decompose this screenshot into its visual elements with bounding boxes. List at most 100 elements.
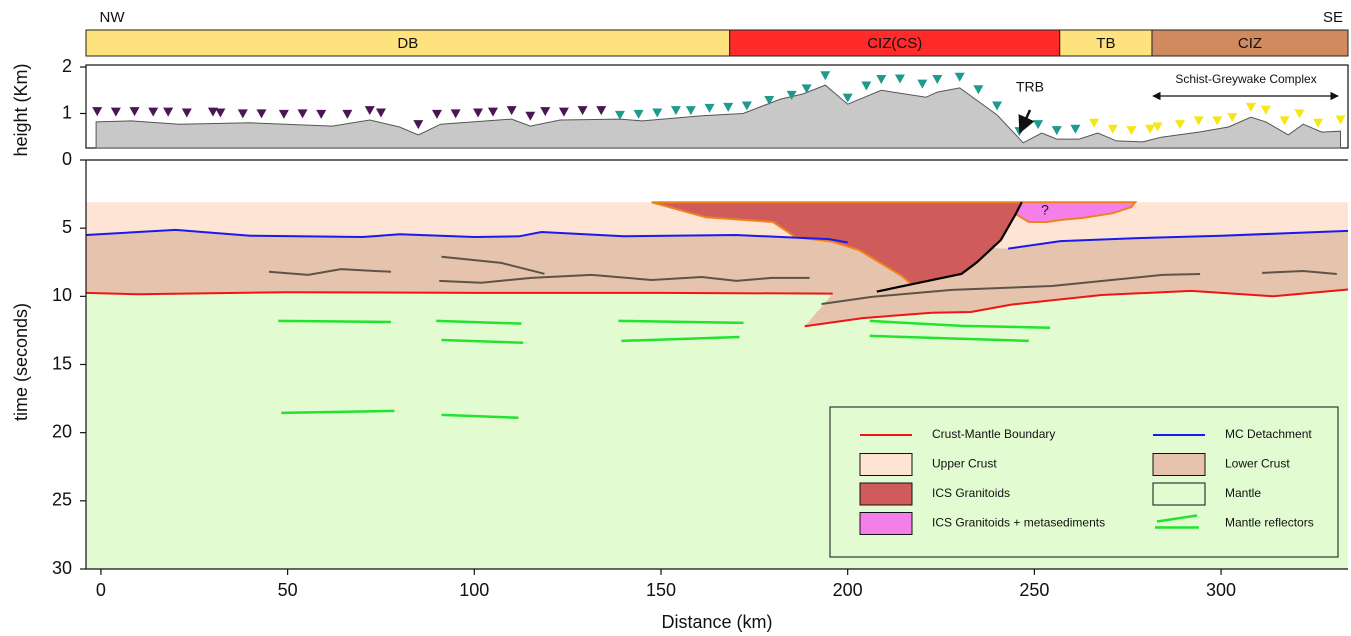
crust-reflector [268,268,392,276]
station [1126,126,1137,136]
section-y-label: time (seconds) [11,303,31,421]
x-tick-label: 150 [646,580,676,600]
section-tick-label: 15 [52,353,72,373]
mantle-reflector [621,335,740,343]
station [685,106,696,116]
station [786,90,797,100]
station [894,74,905,84]
mantle-reflector [869,319,1051,329]
legend-swatch [859,512,913,535]
station [297,109,308,119]
se-label: SE [1323,9,1343,26]
legend-label: Upper Crust [932,457,997,471]
crust-reflector [439,273,810,284]
station [801,84,812,94]
station [764,95,775,105]
station [861,81,872,91]
station [876,75,887,85]
mantle-reflector [441,413,519,419]
station [1212,116,1223,126]
station [992,101,1003,111]
section-tick-label: 25 [52,490,72,510]
station [704,103,715,113]
station [375,108,386,118]
station [1174,120,1185,130]
boundary-line [85,288,1349,328]
station [842,93,853,103]
station [1145,124,1156,134]
station [1313,118,1324,128]
station [670,106,681,116]
station [577,106,588,116]
legend-swatch [1156,514,1198,523]
station [207,107,218,117]
trb-arrow [1018,109,1035,134]
mantle-reflector [441,338,524,344]
zone-bar [1151,29,1349,57]
station [450,109,461,119]
legend-swatch [859,482,913,506]
station [917,79,928,89]
station [148,107,159,117]
station [723,102,734,112]
legend-label: ICS Granitoids [932,486,1010,500]
station [129,107,140,117]
legend-swatch [1152,453,1206,476]
boundary-line [85,228,1349,250]
station [1227,113,1238,123]
fault-line [876,201,1023,293]
station [1294,109,1305,119]
station [973,85,984,95]
station [163,107,174,117]
station [278,109,289,119]
crust-reflector [821,273,1201,305]
station [558,107,569,117]
station [256,109,267,119]
station [932,75,943,85]
legend-label: Mantle [1225,486,1261,500]
station [633,109,644,119]
station [342,109,353,119]
zone-label: CIZ [1238,35,1262,52]
x-axis-label: Distance (km) [661,612,772,632]
station [820,71,831,81]
station [413,120,424,130]
legend-swatch [859,453,913,476]
legend-label: MC Detachment [1225,427,1312,441]
station [954,72,965,82]
section-tick-label: 10 [52,285,72,305]
mantle-reflector [436,319,522,325]
zone-label: CIZ(CS) [867,35,922,52]
station [487,107,498,117]
station [506,106,517,116]
station [614,110,625,120]
station [364,106,375,116]
station [92,107,103,117]
station [652,108,663,118]
x-tick-label: 100 [459,580,489,600]
station [431,109,442,119]
legend-label: Mantle reflectors [1225,516,1314,530]
station [1193,116,1204,126]
topography-tick-label: 2 [62,56,72,76]
x-tick-label: 200 [833,580,863,600]
station [540,107,551,117]
zone-bar [85,29,731,57]
question-label: ? [1041,202,1049,218]
station [1089,118,1100,128]
crust-reflector [441,255,545,275]
station [1152,122,1163,132]
legend: Crust-Mantle Boundary MC Detachment Upper … [829,406,1339,558]
mantle-reflector [281,409,395,415]
station [1279,116,1290,126]
topography-y-label: height (Km) [11,63,31,156]
station [473,108,484,118]
legend-swatch [1152,482,1206,506]
station [215,108,226,118]
legend-label: Crust-Mantle Boundary [932,427,1055,441]
mantle-reflector [278,319,392,324]
legend-label: ICS Granitoids + metasediments [932,516,1105,530]
zone-label: TB [1096,35,1115,52]
